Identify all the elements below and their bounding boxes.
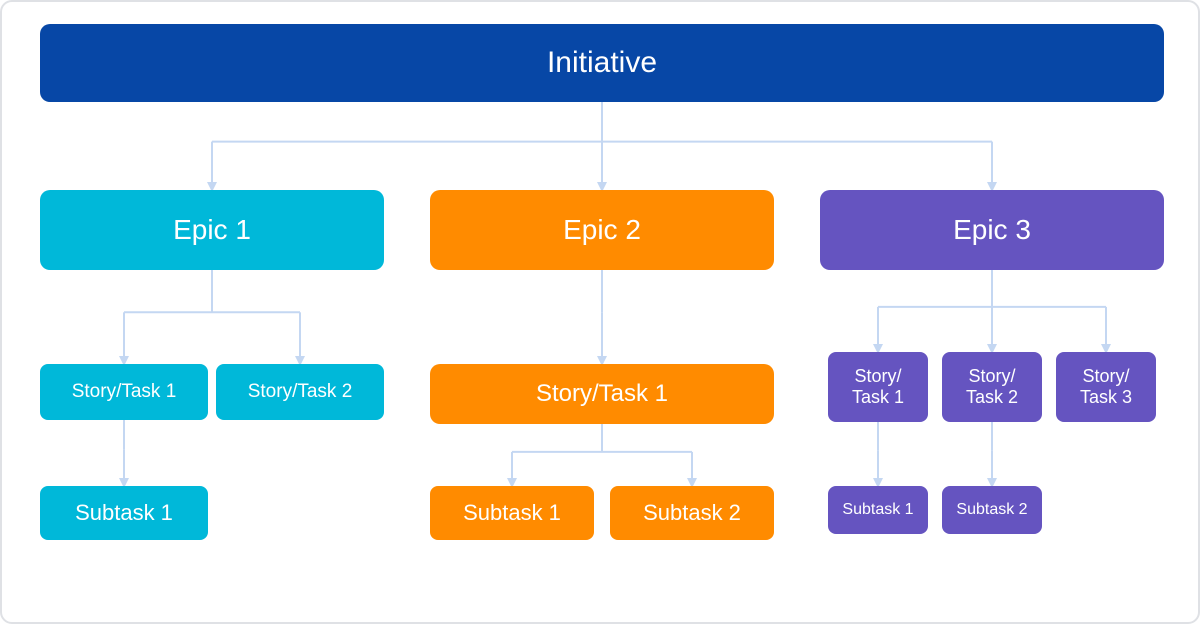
node-epic2: Epic 2 (430, 190, 774, 270)
node-e3s3: Story/ Task 3 (1056, 352, 1156, 422)
node-e3sub2: Subtask 2 (942, 486, 1042, 534)
node-e2s1: Story/Task 1 (430, 364, 774, 424)
node-e1s2: Story/Task 2 (216, 364, 384, 420)
node-e1s1: Story/Task 1 (40, 364, 208, 420)
node-e3s2: Story/ Task 2 (942, 352, 1042, 422)
node-initiative: Initiative (40, 24, 1164, 102)
node-e2sub1: Subtask 1 (430, 486, 594, 540)
node-epic1: Epic 1 (40, 190, 384, 270)
node-e3s1: Story/ Task 1 (828, 352, 928, 422)
diagram-frame: Initiative Epic 1 Epic 2 Epic 3 Story/Task 1… (0, 0, 1200, 624)
node-e3sub1: Subtask 1 (828, 486, 928, 534)
node-e2sub2: Subtask 2 (610, 486, 774, 540)
node-e1sub1: Subtask 1 (40, 486, 208, 540)
node-epic3: Epic 3 (820, 190, 1164, 270)
